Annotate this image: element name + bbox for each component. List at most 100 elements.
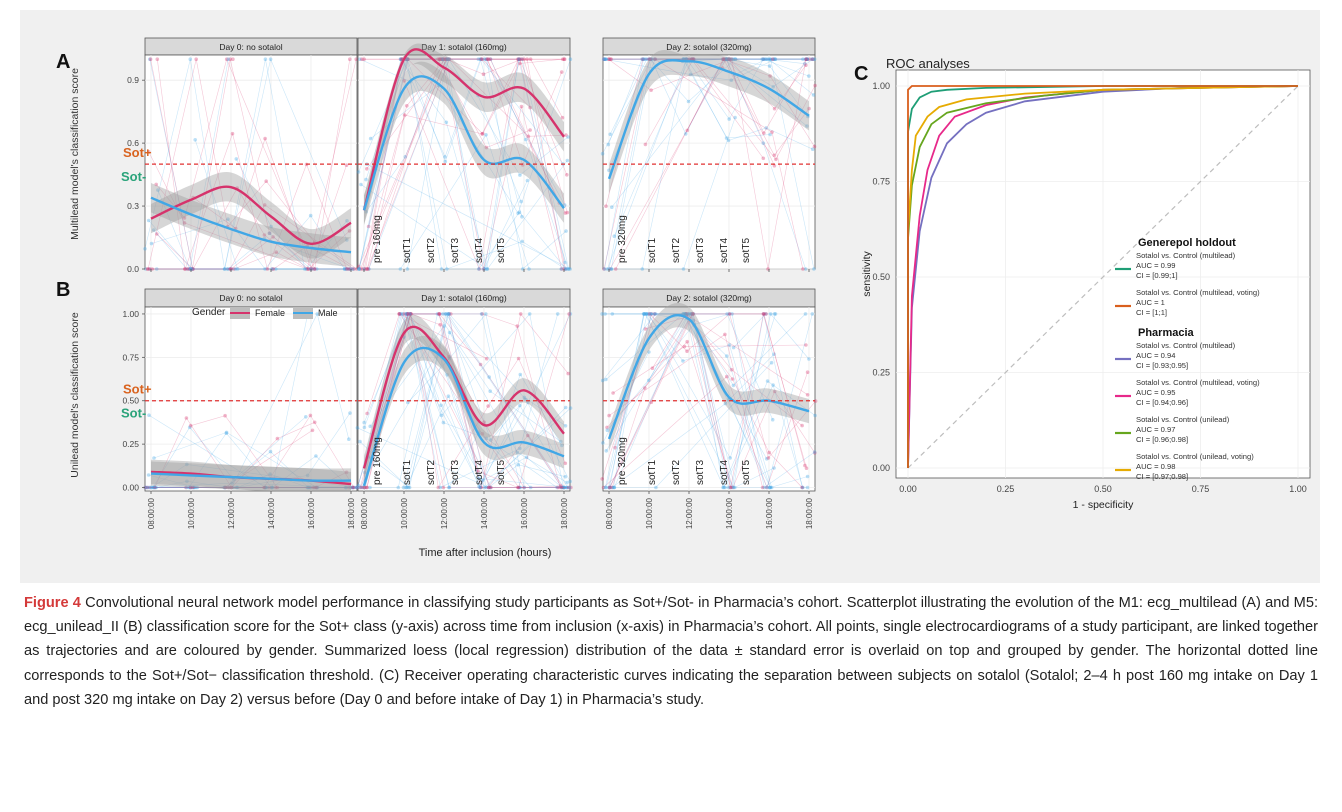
trajectory xyxy=(154,417,315,488)
data-point xyxy=(396,485,401,490)
trajectory xyxy=(157,59,309,270)
data-point xyxy=(601,441,605,445)
data-point xyxy=(315,485,319,490)
time-marker: pre 160mg xyxy=(372,437,383,485)
data-point xyxy=(688,312,693,316)
data-point xyxy=(566,371,570,376)
roc-y-tick-label: 0.25 xyxy=(872,368,890,378)
x-tick-label: 08:00:00 xyxy=(360,497,369,529)
data-point xyxy=(444,57,449,61)
data-point xyxy=(345,219,349,223)
data-point xyxy=(805,57,809,61)
data-point xyxy=(724,354,729,358)
roc-legend-entry-name: Sotalol vs. Control (multilead, voting) xyxy=(1136,378,1260,387)
trajectory xyxy=(149,430,313,488)
data-point xyxy=(445,57,449,61)
data-point xyxy=(480,478,485,483)
data-point xyxy=(564,229,568,233)
data-point xyxy=(763,312,768,316)
data-point xyxy=(729,485,734,490)
data-point xyxy=(362,485,367,490)
trajectory xyxy=(370,313,562,488)
data-point xyxy=(805,57,810,61)
roc-y-tick-label: 0.50 xyxy=(872,272,890,282)
data-point xyxy=(444,57,449,61)
data-point xyxy=(644,57,649,61)
data-point xyxy=(312,267,317,271)
data-point xyxy=(727,57,731,61)
data-point xyxy=(604,204,608,208)
roc-legend-entry-ci: CI = [0.99;1] xyxy=(1136,271,1178,280)
data-point xyxy=(222,485,227,490)
data-point xyxy=(563,461,568,466)
data-point xyxy=(187,425,192,430)
data-point xyxy=(725,374,729,379)
data-point xyxy=(761,312,766,316)
data-point xyxy=(562,57,567,61)
data-point xyxy=(681,359,685,363)
data-point xyxy=(642,312,646,316)
time-marker: pre 320mg xyxy=(617,437,628,485)
data-point xyxy=(609,267,614,271)
data-point xyxy=(437,312,441,316)
data-point xyxy=(810,312,815,316)
data-point xyxy=(813,451,817,455)
data-point xyxy=(438,485,443,490)
roc-curve xyxy=(907,85,1299,469)
data-point xyxy=(195,485,200,490)
figure-label: Figure 4 xyxy=(24,595,81,611)
data-point xyxy=(803,61,807,66)
data-point xyxy=(355,485,360,490)
time-marker: sotT2 xyxy=(426,238,437,263)
data-point xyxy=(772,466,776,470)
trajectory xyxy=(439,313,571,488)
data-point xyxy=(801,485,805,490)
trajectory xyxy=(192,59,270,270)
data-point xyxy=(520,215,524,219)
facet-title: Day 0: no sotalol xyxy=(219,42,282,52)
trajectory xyxy=(611,353,775,488)
trajectory xyxy=(365,58,565,206)
data-point xyxy=(517,57,521,61)
data-point xyxy=(226,217,230,221)
data-point xyxy=(731,485,736,490)
data-point xyxy=(567,485,572,490)
data-point xyxy=(147,413,151,418)
data-point xyxy=(360,485,365,490)
data-point xyxy=(437,312,442,316)
data-point xyxy=(517,57,522,61)
data-point xyxy=(647,350,651,354)
data-point xyxy=(811,57,815,61)
trajectory xyxy=(648,313,770,488)
data-point xyxy=(182,216,187,220)
trajectory xyxy=(398,313,487,359)
data-point xyxy=(485,267,489,271)
data-point xyxy=(270,267,275,271)
data-point xyxy=(488,57,493,61)
data-point xyxy=(812,57,817,61)
data-point xyxy=(607,57,612,61)
data-point xyxy=(727,343,732,347)
data-point xyxy=(478,362,483,367)
data-point xyxy=(477,267,482,271)
trajectory xyxy=(642,58,807,270)
data-point xyxy=(560,485,564,490)
data-point xyxy=(348,411,352,415)
trajectory xyxy=(650,313,810,488)
data-point xyxy=(654,485,658,490)
data-point xyxy=(487,485,491,490)
trajectory xyxy=(606,341,816,489)
data-point xyxy=(565,480,569,485)
roc-y-tick-label: 1.00 xyxy=(872,81,890,91)
data-point xyxy=(643,327,648,331)
trajectory xyxy=(146,482,357,488)
data-point xyxy=(725,312,729,316)
data-point xyxy=(440,57,445,61)
trajectory xyxy=(646,313,815,489)
data-point xyxy=(647,378,651,383)
trajectory xyxy=(357,336,563,489)
trajectory xyxy=(611,313,806,488)
data-point xyxy=(805,393,810,397)
data-point xyxy=(565,210,570,215)
